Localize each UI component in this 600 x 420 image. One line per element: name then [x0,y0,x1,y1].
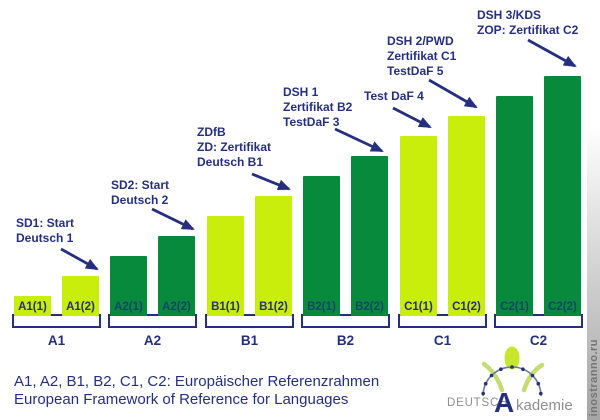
deutschakademie-logo: DEUTSCH A kademie [432,344,582,420]
group-label-C2: C2 [529,333,548,348]
annotation-arrow-dsh1 [334,127,384,153]
bar-label-C1(1): C1(1) [404,301,433,313]
annotation-line: Deutsch 2 [111,193,169,207]
annotation-dsh3: DSH 3/KDS ZOP: Zertifikat C2 [477,8,578,38]
annotation-line: Deutsch 1 [16,231,74,245]
bar-A2(1): A2(1) [110,256,147,316]
annotation-sd2: SD2: Start Deutsch 2 [111,178,169,208]
annotation-line: Zertifikat B2 [283,100,353,114]
bar-label-A2(2): A2(2) [162,301,191,313]
annotation-line: DSH 1 [283,85,319,99]
annotation-dsh2: DSH 2/PWD Zertifikat C1 TestDaF 5 [387,34,456,79]
annotation-arrow-dsh3 [527,38,577,68]
annotation-arrow-testdaf4 [392,106,432,129]
bar-label-C2(1): C2(1) [500,301,529,313]
annotation-line: Zertifikat C1 [387,49,457,63]
bar-label-B1(1): B1(1) [211,301,240,313]
logo-head [504,346,520,370]
footer-line-german: A1, A2, B1, B2, C1, C2: Europäischer Ref… [14,373,380,390]
bar-A1(2): A1(2) [62,276,99,316]
group-bracket-C2 [494,314,583,328]
logo-figure-icon: DEUTSCH A kademie [447,346,573,418]
bar-B1(1): B1(1) [207,216,244,316]
bar-B2(2): B2(2) [351,156,388,316]
annotation-zdfb: ZDfB ZD: Zertifikat Deutsch B1 [197,125,271,170]
bar-A2(2): A2(2) [158,236,195,316]
bar-A1(1): A1(1) [14,296,51,316]
annotation-line: DSH 3/KDS [477,8,542,22]
bar-B1(2): B1(2) [255,196,292,316]
group-bracket-C1 [398,314,487,328]
group-bracket-A2 [108,314,197,328]
group-label-C1: C1 [433,333,452,348]
footer-line-english: European Framework of Reference for Lang… [14,390,349,408]
annotation-testdaf4: Test DaF 4 [364,89,424,104]
logo-text-big-a: A [494,387,514,418]
logo-text-deutsch: DEUTSCH [447,397,508,409]
annotation-line: Test DaF 4 [364,89,424,103]
annotation-arrow-dsh2 [428,78,478,109]
annotation-arrow-sd2 [151,207,195,231]
logo-arm-left [481,361,505,393]
group-bracket-B1 [205,314,294,328]
group-label-A2: A2 [143,333,162,348]
group-bracket-B2 [301,314,390,328]
bar-B2(1): B2(1) [303,176,340,316]
annotation-line: SD1: Start [16,216,75,230]
bar-label-B1(2): B1(2) [259,301,288,313]
annotation-line: ZOP: Zertifikat C2 [477,23,579,37]
annotation-line: ZD: Zertifikat [197,140,272,154]
group-bracket-A1 [12,314,101,328]
annotation-arrow-sd1 [60,247,99,271]
annotation-dsh1: DSH 1 Zertifikat B2 TestDaF 3 [283,85,352,130]
bar-label-A1(2): A1(2) [66,301,95,313]
group-label-B1: B1 [240,333,259,348]
annotation-line: TestDaF 3 [283,115,340,129]
bar-C2(1): C2(1) [496,96,533,316]
bar-label-A1(1): A1(1) [18,301,47,313]
annotation-arrow-zdfb [251,172,291,191]
bar-C1(1): C1(1) [400,136,437,316]
bar-label-C1(2): C1(2) [452,301,481,313]
bar-label-B2(2): B2(2) [355,301,384,313]
group-label-A1: A1 [47,333,66,348]
logo-arc-dots [481,365,543,396]
watermark-text: inostranno.ru [587,338,600,416]
annotation-line: DSH 2/PWD [387,34,454,48]
footer-caption: A1, A2, B1, B2, C1, C2: Europäischer Ref… [14,373,379,408]
bar-label-A2(1): A2(1) [114,301,143,313]
bar-C1(2): C1(2) [448,116,485,316]
group-label-B2: B2 [336,333,355,348]
watermark-strip: inostranno.ru [587,0,600,420]
logo-text-kademie: kademie [516,397,573,414]
bar-label-B2(1): B2(1) [307,301,336,313]
annotation-line: TestDaF 5 [387,64,444,78]
annotation-line: Deutsch B1 [197,155,264,169]
annotation-sd1: SD1: Start Deutsch 1 [16,216,74,246]
annotation-line: ZDfB [197,125,226,139]
annotation-line: SD2: Start [111,178,170,192]
bar-label-C2(2): C2(2) [548,301,577,313]
bar-C2(2): C2(2) [544,76,581,316]
